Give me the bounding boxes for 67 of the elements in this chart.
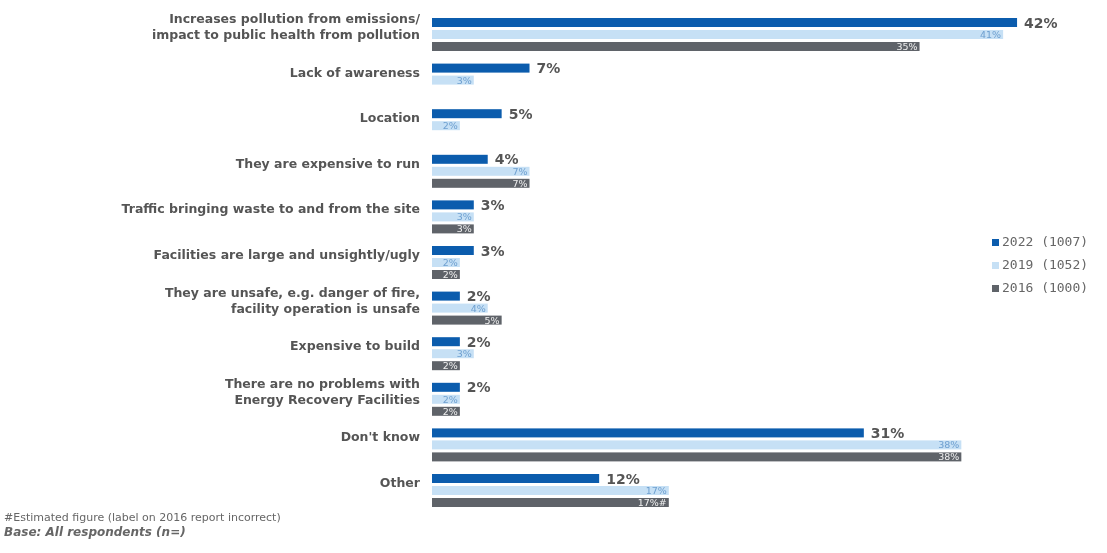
data-label: 4% — [470, 302, 486, 314]
legend-label: 2016 (1000) — [1002, 280, 1089, 295]
y-tick-label: Location — [359, 110, 420, 126]
data-label: 38% — [938, 451, 960, 463]
y-tick-label: They are expensive to run — [235, 155, 420, 171]
bar — [432, 428, 864, 438]
bar — [432, 178, 530, 188]
bar — [432, 382, 460, 392]
data-label: 3% — [456, 223, 472, 235]
data-label: 12% — [606, 470, 640, 487]
bar — [432, 452, 962, 462]
bar — [432, 315, 502, 325]
bar — [432, 154, 488, 164]
y-tick-label: Lack of awareness — [289, 64, 420, 80]
data-label: 3% — [480, 242, 505, 259]
data-label: 7% — [512, 165, 528, 177]
bar — [432, 200, 474, 210]
bar — [432, 291, 460, 301]
data-label: 2% — [442, 405, 458, 417]
legend-label: 2019 (1052) — [1002, 257, 1089, 272]
data-label: 3% — [456, 211, 472, 223]
legend-label: 2022 (1007) — [1002, 234, 1089, 249]
bar — [432, 109, 502, 119]
bar — [432, 246, 474, 255]
text: Base: All respondents (n=) — [4, 525, 186, 539]
bar — [432, 18, 1018, 27]
bar — [432, 498, 669, 507]
bar — [432, 166, 530, 176]
data-label: 5% — [508, 105, 533, 122]
y-tick-label: Traffic bringing waste to and from the site — [121, 201, 420, 217]
y-tick-label: Increases pollution from emissions/ impact to public health from pollution — [151, 11, 421, 42]
data-label: 42% — [1024, 14, 1058, 31]
bar — [432, 30, 1004, 39]
data-label: 3% — [456, 348, 472, 360]
y-tick-label: Expensive to build — [290, 338, 420, 354]
bar — [432, 63, 530, 73]
bar — [432, 474, 600, 483]
y-tick-label: They are unsafe, e.g. danger of fire, facility operation is unsafe — [164, 284, 420, 316]
bar — [432, 42, 920, 51]
y-tick-label: Facilities are large and unsightly/ugly — [153, 247, 420, 262]
data-label: 7% — [512, 177, 528, 189]
data-label: 5% — [484, 314, 500, 326]
bar — [432, 337, 460, 347]
data-label: 2% — [442, 269, 458, 280]
data-label: 2% — [442, 393, 458, 405]
data-label: 38% — [938, 439, 960, 451]
data-label: 2% — [442, 120, 458, 132]
data-label: 7% — [536, 60, 561, 77]
data-label: 2% — [442, 360, 458, 372]
data-label: 2% — [466, 288, 491, 305]
data-label: 3% — [456, 74, 472, 86]
y-tick-label: There are no problems with Energy Recovery Facilities — [224, 375, 420, 407]
text: #Estimated figure (label on 2016 report incorrect) — [4, 511, 281, 524]
bar — [432, 486, 669, 495]
data-label: 17%# — [637, 497, 667, 508]
data-label: 2% — [442, 257, 458, 268]
y-tick-label: Don't know — [340, 429, 421, 445]
data-label: 3% — [480, 196, 505, 213]
data-label: 41% — [980, 29, 1002, 40]
data-label: 4% — [494, 151, 519, 168]
data-label: 35% — [896, 41, 918, 52]
data-label: 2% — [466, 333, 491, 350]
bar — [432, 440, 962, 450]
data-label: 31% — [870, 424, 905, 441]
data-label: 2% — [466, 379, 491, 396]
data-label: 17% — [645, 485, 667, 496]
y-tick-label: Other — [379, 475, 421, 490]
